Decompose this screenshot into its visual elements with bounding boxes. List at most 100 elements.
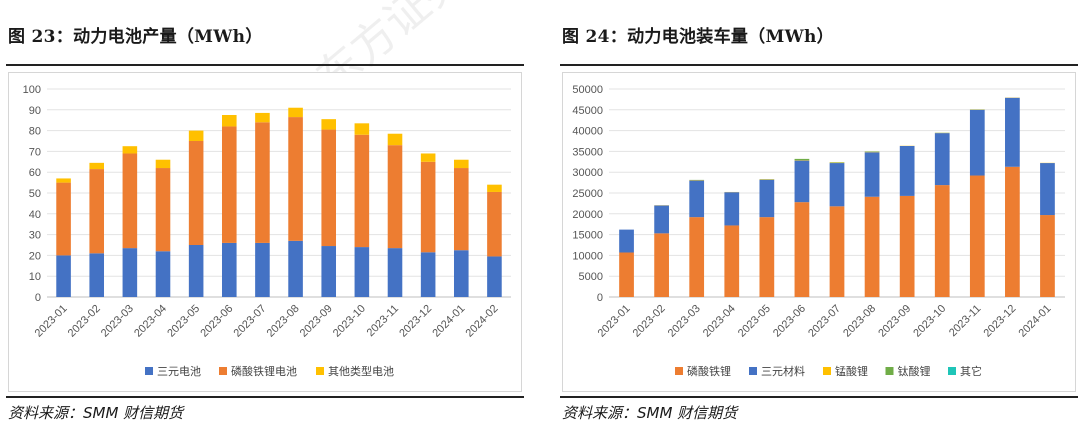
bar-segment <box>689 217 705 297</box>
bar-segment <box>122 146 138 154</box>
legend-label: 其他类型电池 <box>328 364 394 378</box>
x-tick-label: 2023-03 <box>666 303 703 340</box>
source-note: 资料来源：SMM 财信期货 <box>562 404 738 422</box>
x-tick-label: 2023-02 <box>631 303 668 340</box>
y-tick-label: 45000 <box>572 105 603 117</box>
y-tick-label: 25000 <box>572 188 603 200</box>
bar-segment <box>288 107 303 118</box>
x-tick-label: 2023-11 <box>947 303 983 339</box>
x-tick-label: 2023-08 <box>265 303 302 340</box>
y-tick-label: 20000 <box>572 209 603 221</box>
bar-segment <box>829 206 845 297</box>
bar-segment <box>321 129 337 247</box>
bar-segment <box>354 134 370 248</box>
x-tick-label: 2023-09 <box>298 303 335 340</box>
x-tick-label: 2024-02 <box>464 303 501 340</box>
bar-segment <box>255 242 270 297</box>
bar-segment <box>255 122 270 243</box>
y-tick-label: 35000 <box>572 146 603 158</box>
bottom-rule <box>6 396 524 398</box>
bar-segment <box>221 115 237 127</box>
y-tick-label: 30000 <box>572 167 603 179</box>
bar-segment <box>122 248 138 297</box>
bar-segment <box>724 225 740 297</box>
bar-segment <box>724 192 740 226</box>
bar-segment <box>829 163 845 207</box>
y-tick-label: 40000 <box>572 126 603 138</box>
x-tick-label: 2023-05 <box>736 303 773 340</box>
bar-segment <box>89 162 105 170</box>
bar-segment <box>1005 166 1020 297</box>
bar-segment <box>56 255 71 297</box>
legend-swatch <box>749 367 757 375</box>
bar-segment <box>487 184 502 192</box>
x-tick-label: 2023-01 <box>596 303 633 340</box>
bar-segment <box>387 133 403 146</box>
y-tick-label: 5000 <box>579 271 603 283</box>
x-tick-label: 2023-08 <box>841 303 878 340</box>
bar-segment <box>864 196 880 297</box>
bar-segment <box>122 153 138 249</box>
bar-segment <box>420 252 436 297</box>
y-tick-label: 10 <box>29 271 41 283</box>
y-tick-label: 50 <box>29 188 41 200</box>
x-tick-label: 2023-01 <box>33 303 70 340</box>
bar-segment <box>321 246 337 297</box>
x-tick-label: 2023-07 <box>806 303 843 340</box>
chart-production: 01020304050607080901002023-012023-022023… <box>23 84 511 378</box>
bar-segment <box>934 133 950 186</box>
x-tick-label: 2024-01 <box>1017 303 1054 340</box>
y-tick-label: 100 <box>23 84 41 96</box>
bar-segment <box>288 117 303 241</box>
x-tick-label: 2024-01 <box>430 303 467 340</box>
bar-segment <box>794 160 810 203</box>
legend-label: 三元材料 <box>761 364 805 378</box>
bar-segment <box>1040 215 1055 297</box>
x-tick-label: 2023-11 <box>365 303 401 339</box>
chart-panel-right: 图 24：动力电池装车量（MWh） 0 5000 10000 15000 20000 25… <box>560 0 1080 440</box>
bar-segment <box>221 126 237 243</box>
figure-title: 图 24：动力电池装车量（MWh） <box>562 27 834 47</box>
legend-label: 三元电池 <box>157 365 201 378</box>
bar-segment <box>255 112 270 123</box>
y-tick-label: 90 <box>29 105 41 117</box>
bar-segment <box>453 159 469 169</box>
source-note: 资料来源：SMM 财信期货 <box>8 404 184 422</box>
legend-label: 磷酸铁锂 <box>687 364 731 378</box>
bar-segment <box>619 229 634 253</box>
bar-segment <box>794 158 810 161</box>
legend-swatch <box>885 367 894 375</box>
bar-segment <box>188 130 204 141</box>
bar-segment <box>155 159 171 169</box>
y-tick-label: 70 <box>29 146 41 158</box>
x-tick-label: 2023-12 <box>981 303 1018 340</box>
figure-title: 图 23：动力电池产量（MWh） <box>8 27 263 47</box>
bar-segment <box>1005 97 1020 167</box>
bar-segment <box>89 253 105 297</box>
legend-label: 锰酸锂 <box>835 364 868 378</box>
bar-segment <box>689 180 705 218</box>
x-tick-label: 2023-12 <box>397 303 434 340</box>
y-tick-label: 40 <box>29 209 41 221</box>
bar-segment <box>864 152 880 197</box>
y-tick-label: 10000 <box>572 250 603 262</box>
legend-label: 磷酸铁锂电池 <box>231 364 297 378</box>
y-tick-label: 80 <box>29 126 41 138</box>
x-tick-label: 2023-05 <box>165 303 202 340</box>
bar-segment <box>188 141 204 245</box>
y-tick-label: 60 <box>29 167 41 179</box>
bar-segment <box>487 256 502 297</box>
legend-swatch <box>675 367 683 375</box>
bar-segment <box>387 145 403 249</box>
x-tick-label: 2023-06 <box>198 303 235 340</box>
bar-segment <box>420 161 436 253</box>
chart-installation: 0 5000 10000 15000 20000 25000 30000 35000 40000… <box>572 84 1065 378</box>
x-tick-label: 2023-04 <box>701 303 738 340</box>
bar-segment <box>759 179 775 218</box>
bar-segment <box>155 251 171 297</box>
x-tick-label: 2023-07 <box>232 303 269 340</box>
bar-segment <box>288 240 303 297</box>
bar-segment <box>453 250 469 297</box>
bar-segment <box>56 178 71 183</box>
top-rule <box>560 64 1078 66</box>
